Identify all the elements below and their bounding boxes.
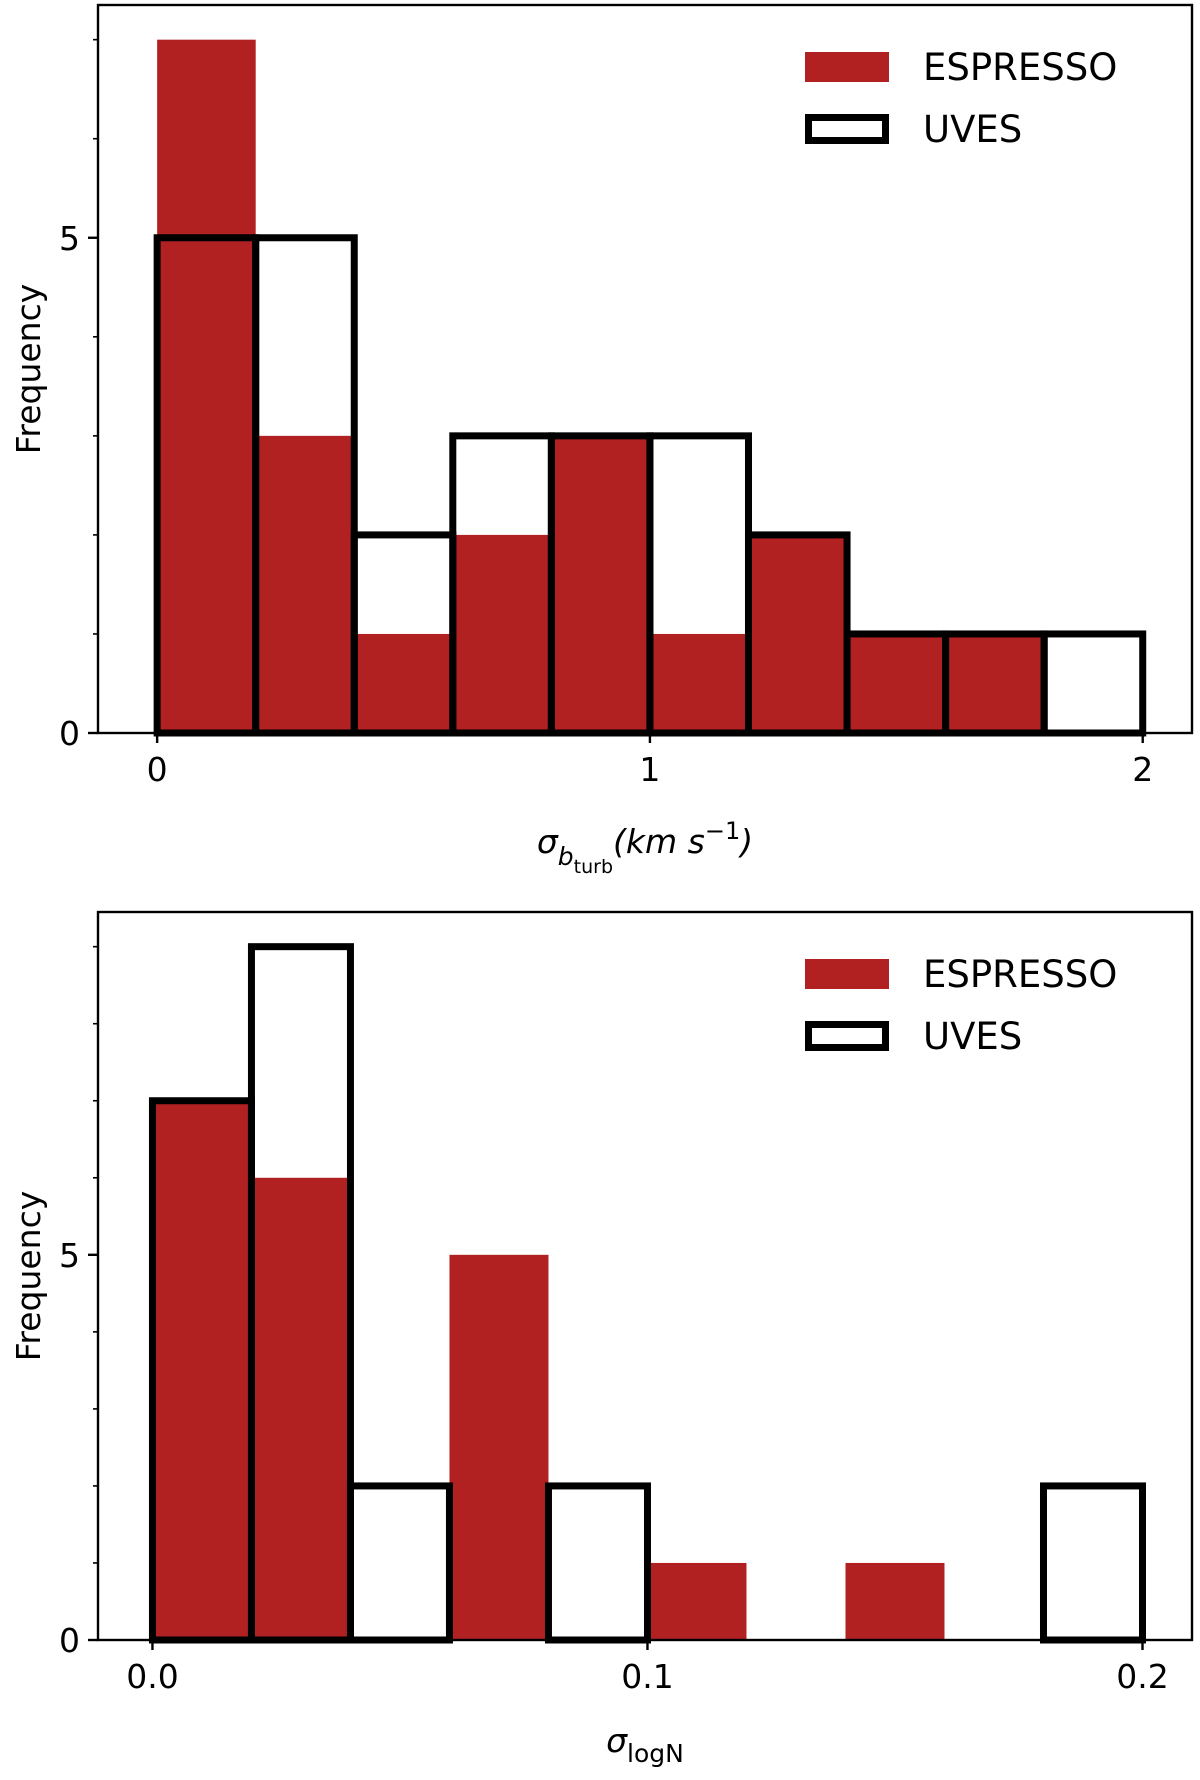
legend-uves-label: UVES [923, 1015, 1022, 1058]
plot-frame [96, 910, 1194, 1642]
espresso-bar [449, 1254, 549, 1640]
uves-bar [1040, 630, 1147, 737]
uves-bar [1039, 1482, 1146, 1644]
espresso-bars [157, 39, 1045, 733]
x-label-units: (km s [613, 822, 705, 861]
axis-ticks: 0 1 2 0 5 [59, 38, 1153, 789]
y-tick-label: 0 [59, 714, 80, 753]
legend-uves-label: UVES [923, 108, 1022, 151]
espresso-bars [152, 1100, 945, 1640]
x-tick-label: 0.0 [126, 1657, 178, 1696]
x-label-subsub: turb [574, 856, 613, 878]
x-axis-label: σbturb(km s−1) [537, 817, 753, 878]
x-label-sigma: σ [606, 1721, 628, 1760]
legend-espresso-label: ESPRESSO [923, 953, 1117, 996]
y-axis-label: Frequency [9, 1191, 48, 1361]
legend: ESPRESSO UVES [805, 46, 1117, 151]
espresso-bar [649, 633, 749, 733]
x-label-sub: logN [627, 1739, 684, 1768]
legend: ESPRESSO UVES [805, 953, 1117, 1058]
y-tick-label: 0 [59, 1621, 80, 1660]
x-label-close: ) [737, 822, 753, 861]
legend-uves-swatch [805, 1021, 889, 1051]
legend-espresso-swatch [805, 959, 889, 989]
espresso-bar [251, 1177, 351, 1640]
histogram-logn: 0.0 0.1 0.2 0 5 Frequency σlogN ESPRESSO UVE… [9, 910, 1194, 1768]
x-tick-label: 0 [147, 750, 168, 789]
espresso-bar [847, 633, 946, 733]
espresso-bar [157, 39, 256, 733]
espresso-bar [748, 534, 848, 733]
espresso-bar [845, 1562, 945, 1640]
x-tick-label: 0.1 [621, 1657, 673, 1696]
espresso-bar [647, 1562, 747, 1640]
uves-bar [544, 1482, 651, 1644]
x-label-sub: b [558, 842, 574, 871]
legend-uves-swatch [805, 114, 889, 144]
espresso-bar [945, 633, 1045, 733]
x-label-exponent: −1 [705, 817, 740, 845]
espresso-bar [452, 534, 552, 733]
x-tick-label: 0.2 [1116, 1657, 1168, 1696]
histogram-bturb: 0 1 2 0 5 Frequency σbturb(km s−1) ESPRESSO … [9, 3, 1194, 878]
x-label-sigma: σ [537, 822, 559, 861]
legend-espresso-label: ESPRESSO [923, 46, 1117, 89]
y-axis-label: Frequency [9, 284, 48, 454]
plot-frame [96, 3, 1194, 735]
y-tick-label: 5 [59, 1236, 80, 1275]
y-tick-label: 5 [59, 219, 80, 258]
x-tick-label: 1 [639, 750, 660, 789]
legend-espresso-swatch [805, 52, 889, 82]
x-axis-label: σlogN [606, 1721, 684, 1768]
espresso-bar [551, 435, 650, 733]
x-tick-label: 2 [1132, 750, 1153, 789]
axis-ticks: 0.0 0.1 0.2 0 5 [59, 945, 1169, 1696]
uves-bar [346, 1482, 453, 1644]
espresso-bar [255, 435, 355, 733]
espresso-bar [354, 633, 453, 733]
espresso-bar [152, 1100, 252, 1640]
